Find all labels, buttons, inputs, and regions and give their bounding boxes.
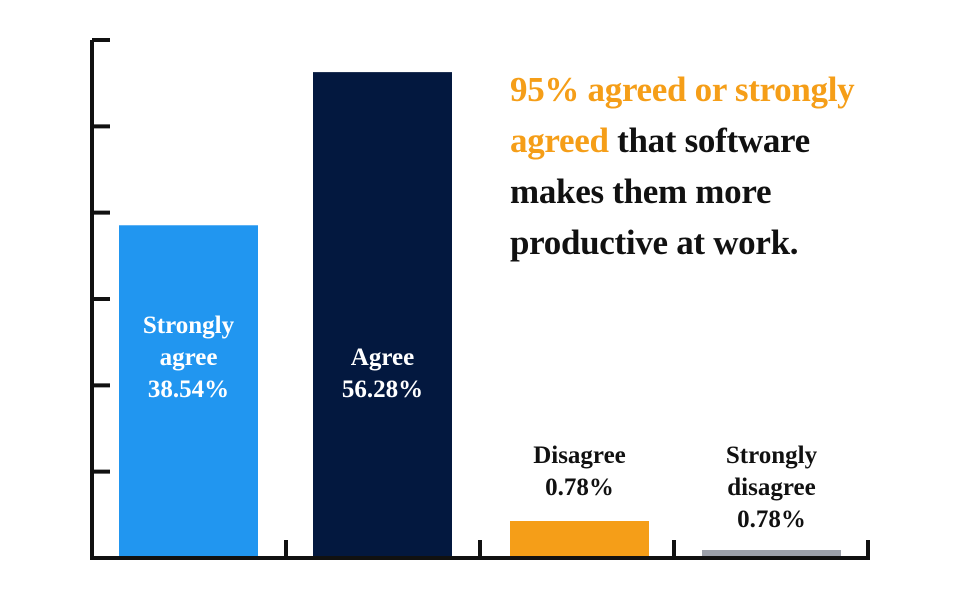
value-label: 0.78%: [737, 506, 806, 533]
data-label: Disagree 0.78%: [500, 440, 660, 504]
annotation-headline: 95% agreed or strongly agreed that softw…: [510, 64, 910, 268]
annotation-highlight: 95% agreed or strongly agreed: [510, 70, 855, 160]
category-label: Strongly disagree: [725, 442, 818, 501]
bar-strongly-agree: [119, 225, 258, 558]
bar-disagree: [510, 521, 649, 558]
data-label: Strongly disagree 0.78%: [712, 440, 832, 536]
annotation-text: that software makes them more productive…: [510, 121, 810, 262]
value-label: 38.54%: [147, 376, 230, 403]
data-label: Agree 56.28%: [303, 342, 463, 406]
value-label: 0.78%: [545, 474, 614, 501]
data-label: Strongly agree 38.54%: [124, 310, 254, 406]
category-label: Disagree: [533, 442, 626, 469]
bar-strongly-disagree: [702, 550, 841, 558]
category-label: Strongly agree: [142, 312, 235, 371]
category-label: Agree: [350, 344, 415, 371]
value-label: 56.28%: [341, 376, 424, 403]
bar-agree: [313, 72, 452, 558]
